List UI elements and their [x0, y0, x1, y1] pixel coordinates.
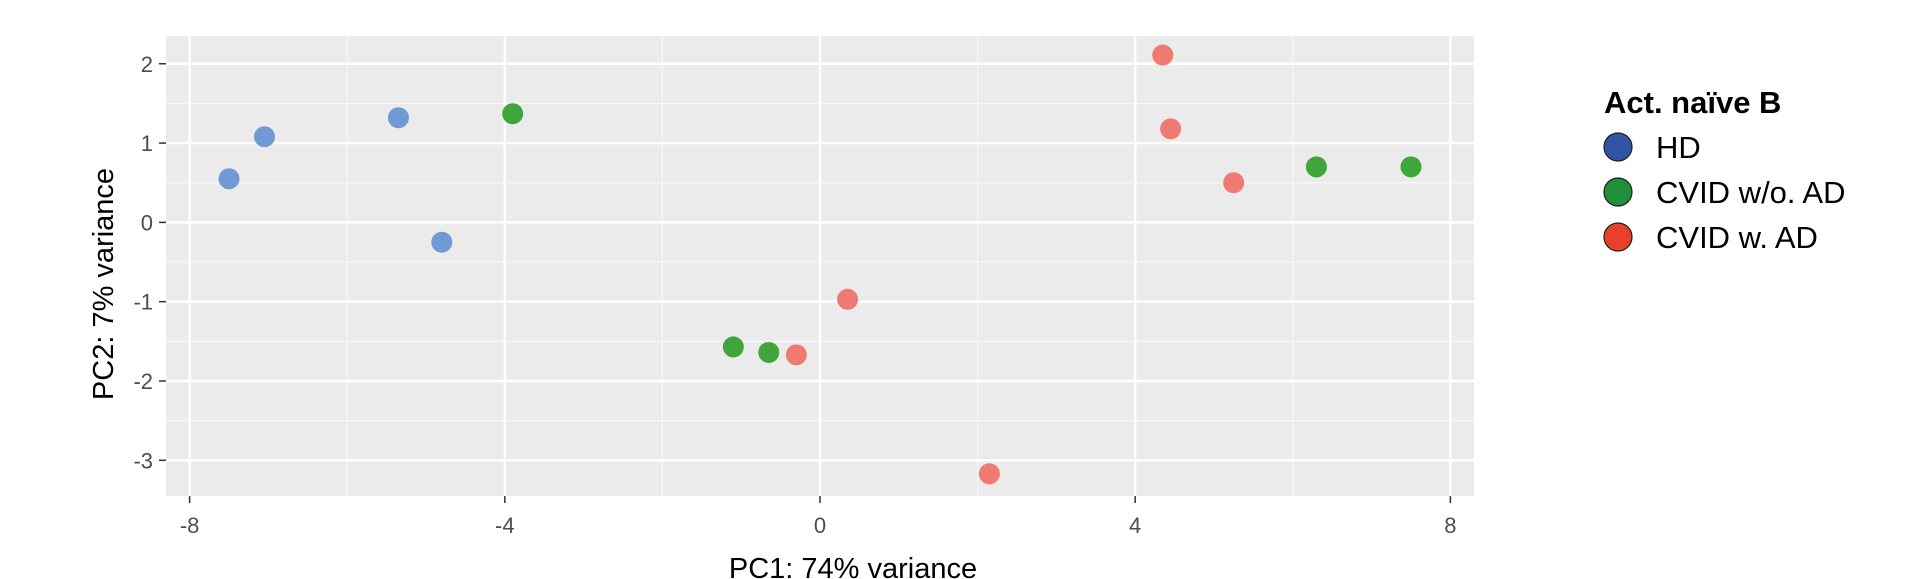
y-tick-label: 2 [141, 52, 153, 77]
legend-marker [1603, 132, 1633, 162]
data-point [978, 463, 1000, 485]
x-tick-label: 8 [1444, 513, 1456, 538]
data-point [1160, 118, 1182, 140]
y-tick-label: -3 [133, 448, 153, 473]
x-tick-label: 4 [1129, 513, 1141, 538]
legend: Act. naïve B HD CVID w/o. AD CVID w. AD [1603, 85, 1846, 255]
data-point [387, 107, 409, 129]
data-point [431, 231, 453, 253]
legend-label: CVID w/o. AD [1656, 175, 1846, 210]
x-tick-labels: -8 -4 0 4 8 [180, 513, 1457, 538]
y-tick-label: -1 [133, 290, 153, 315]
data-point [1152, 44, 1174, 66]
x-axis-title: PC1: 74% variance [729, 553, 977, 579]
legend-items: HD CVID w/o. AD CVID w. AD [1603, 130, 1846, 255]
data-point [1400, 156, 1422, 178]
data-point [837, 288, 859, 310]
x-tick-label: -4 [495, 513, 515, 538]
y-tick-label: 0 [141, 210, 153, 235]
legend-title: Act. naïve B [1604, 85, 1781, 120]
y-tick-label: -2 [133, 369, 153, 394]
legend-label: CVID w. AD [1656, 220, 1818, 255]
data-point [218, 168, 240, 190]
y-axis-title: PC2: 7% variance [88, 168, 120, 400]
data-point [1223, 172, 1245, 194]
data-point [502, 103, 524, 125]
data-point [785, 344, 807, 366]
data-point [253, 126, 275, 148]
legend-marker [1603, 222, 1633, 252]
axis-ticks [159, 63, 1452, 503]
data-points [218, 44, 1422, 485]
legend-label: HD [1656, 130, 1701, 165]
major-grid [166, 36, 1474, 496]
x-tick-label: 0 [814, 513, 826, 538]
data-point [1305, 156, 1327, 178]
data-point [758, 341, 780, 363]
y-tick-label: 1 [141, 131, 153, 156]
x-tick-label: -8 [180, 513, 200, 538]
legend-marker [1603, 177, 1633, 207]
y-tick-labels: -3 -2 -1 0 1 2 [133, 52, 153, 474]
data-point [722, 336, 744, 358]
